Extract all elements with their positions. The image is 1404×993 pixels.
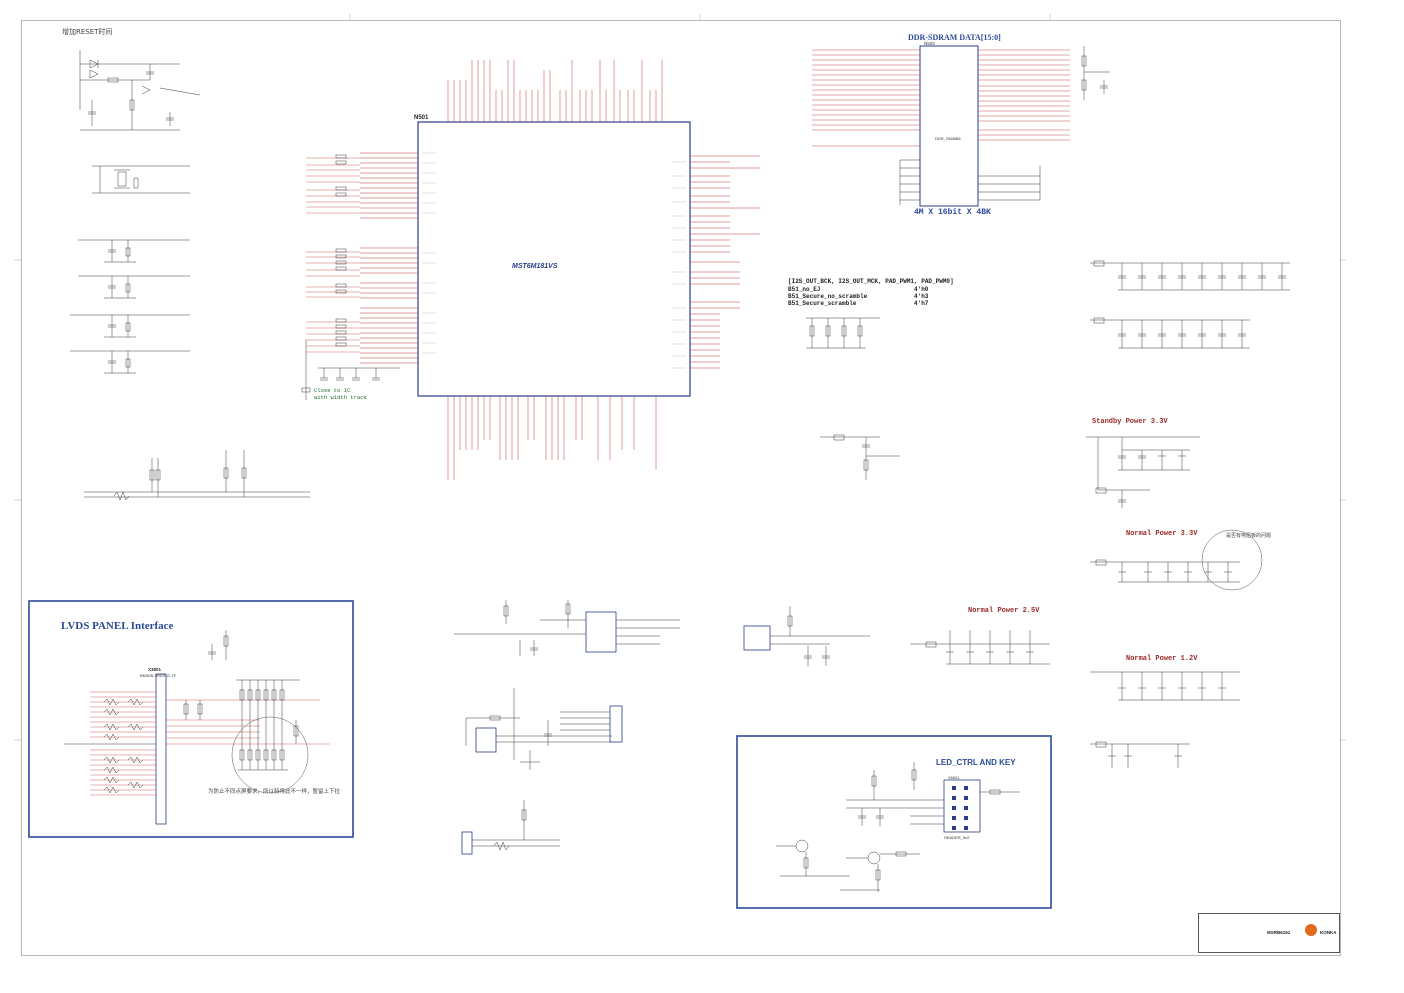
power-title-normal33: Normal Power 3.3V bbox=[1126, 530, 1198, 538]
main-chip-n501 bbox=[301, 60, 760, 480]
i2c-pullups bbox=[84, 450, 310, 501]
led-header-ref: X6601 bbox=[948, 775, 960, 780]
led-ctrl-box bbox=[736, 735, 1052, 909]
option-resistors bbox=[806, 317, 880, 349]
option-header: [I2S_OUT_BCK, I2S_OUT_MCK, PAD_PWM1, PAD… bbox=[788, 278, 954, 285]
close-note-line: Close to IC bbox=[314, 387, 351, 394]
main-chip-part: MST6M181VS bbox=[512, 263, 558, 270]
power-title-normal12: Normal Power 1.2V bbox=[1126, 655, 1198, 663]
normal-25-net bbox=[910, 630, 1050, 665]
lvds-connector-part: BM30B-SRDS-G-TF bbox=[140, 673, 177, 678]
eeprom bbox=[465, 688, 623, 770]
ddr-part: DDR_256MBit bbox=[935, 136, 961, 141]
lvds-note: 为防止不同点屏要求，所以特将此不一样，暂留上下拉 bbox=[208, 789, 341, 795]
power-note: 是否有电阻板的问题 bbox=[1226, 533, 1272, 539]
ddr-chip-n502 bbox=[812, 45, 1110, 207]
ddr-ref: N502 bbox=[924, 41, 935, 46]
decoupling-bank-1 bbox=[1090, 260, 1290, 291]
spi-flash bbox=[454, 600, 680, 656]
option-row-value: 4'h3 bbox=[914, 293, 929, 300]
lvds-content bbox=[64, 630, 330, 825]
lvds-title: LVDS PANEL Interface bbox=[61, 620, 174, 632]
title-block-doc-no: MSRB6191 bbox=[1267, 930, 1291, 935]
power-title-standby: Standby Power 3.3V bbox=[1092, 418, 1168, 426]
option-row-name: B51_Secure_no_scramble bbox=[788, 293, 868, 300]
sheet-border bbox=[21, 20, 1341, 956]
option-row-value: 4'h7 bbox=[914, 300, 929, 307]
lvds-box bbox=[28, 600, 354, 838]
led-ctrl-content bbox=[776, 762, 1020, 892]
border-ticks bbox=[14, 14, 1346, 741]
led-header-part: HEADER_5x2 bbox=[944, 835, 970, 840]
option-row-name: B51_Secure_scramble bbox=[788, 300, 857, 307]
pll-filter bbox=[820, 434, 900, 480]
option-row-name: B51_no_EJ bbox=[788, 286, 821, 293]
main-chip-ref: N501 bbox=[414, 115, 429, 121]
standby-power-net bbox=[1086, 436, 1200, 508]
normal-33-net bbox=[1090, 529, 1263, 591]
reset-circuit bbox=[79, 50, 201, 131]
audio-input-networks bbox=[70, 239, 190, 374]
title-block-brand: KONKA bbox=[1320, 930, 1337, 935]
lvds-connector-ref: X3801 bbox=[148, 667, 162, 672]
ir-circuit bbox=[743, 606, 870, 666]
ddr-title: DDR-SDRAM DATA[15:0] bbox=[908, 33, 1001, 42]
uart-debug bbox=[461, 800, 560, 855]
reset-note: 增加RESET时间 bbox=[62, 28, 113, 36]
title-block: MSRB6191 KONKA bbox=[1198, 913, 1340, 953]
close-note-line: with width trace bbox=[314, 394, 367, 401]
konka-logo-icon bbox=[1305, 924, 1317, 936]
power-title-normal25: Normal Power 2.5V bbox=[968, 607, 1040, 615]
led-ctrl-title: LED_CTRL AND KEY bbox=[936, 758, 1016, 767]
option-row-value: 4'h0 bbox=[914, 286, 929, 293]
crystal-circuit bbox=[92, 165, 190, 194]
decoupling-bank-2 bbox=[1090, 317, 1250, 349]
normal-12-net bbox=[1090, 671, 1240, 768]
ddr-capacity: 4M X 16bit X 4BK bbox=[914, 208, 991, 217]
